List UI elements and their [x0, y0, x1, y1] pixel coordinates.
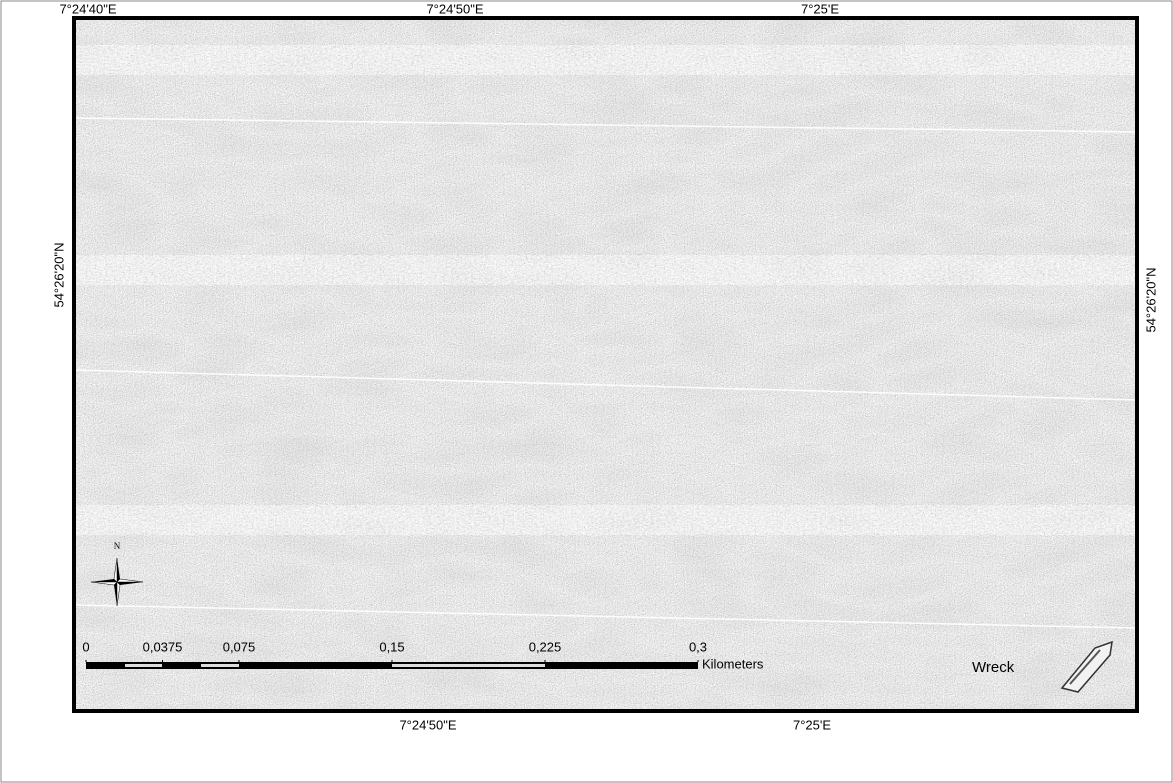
- map-frame: [72, 16, 1139, 713]
- top-coordinate: 7°25'E: [801, 1, 839, 16]
- sonar-image: [75, 19, 1136, 710]
- top-coordinate: 7°24'40"E: [59, 1, 116, 16]
- right-coordinate: 54°26'20"N: [1143, 267, 1158, 332]
- scale-label: 0,15: [379, 639, 404, 654]
- north-arrow: [90, 557, 144, 607]
- scale-label: 0,225: [529, 639, 562, 654]
- bottom-coordinate: 7°25'E: [793, 717, 831, 732]
- scale-label: 0,0375: [143, 639, 183, 654]
- scale-label: 0,075: [223, 639, 256, 654]
- scale-bar-segment: [125, 664, 162, 667]
- wreck-icon: [1060, 640, 1113, 693]
- scale-label: 0,3: [689, 639, 707, 654]
- north-label: N: [114, 541, 121, 551]
- scale-label: 0: [82, 639, 89, 654]
- top-coordinate: 7°24'50"E: [426, 1, 483, 16]
- scale-bar-segment: [392, 664, 545, 667]
- bottom-coordinate: 7°24'50"E: [399, 717, 456, 732]
- feature-label: Wreck: [972, 659, 1015, 676]
- left-coordinate: 54°26'20"N: [51, 242, 66, 307]
- scale-unit: Kilometers: [702, 656, 764, 671]
- scale-bar-segment: [201, 664, 239, 667]
